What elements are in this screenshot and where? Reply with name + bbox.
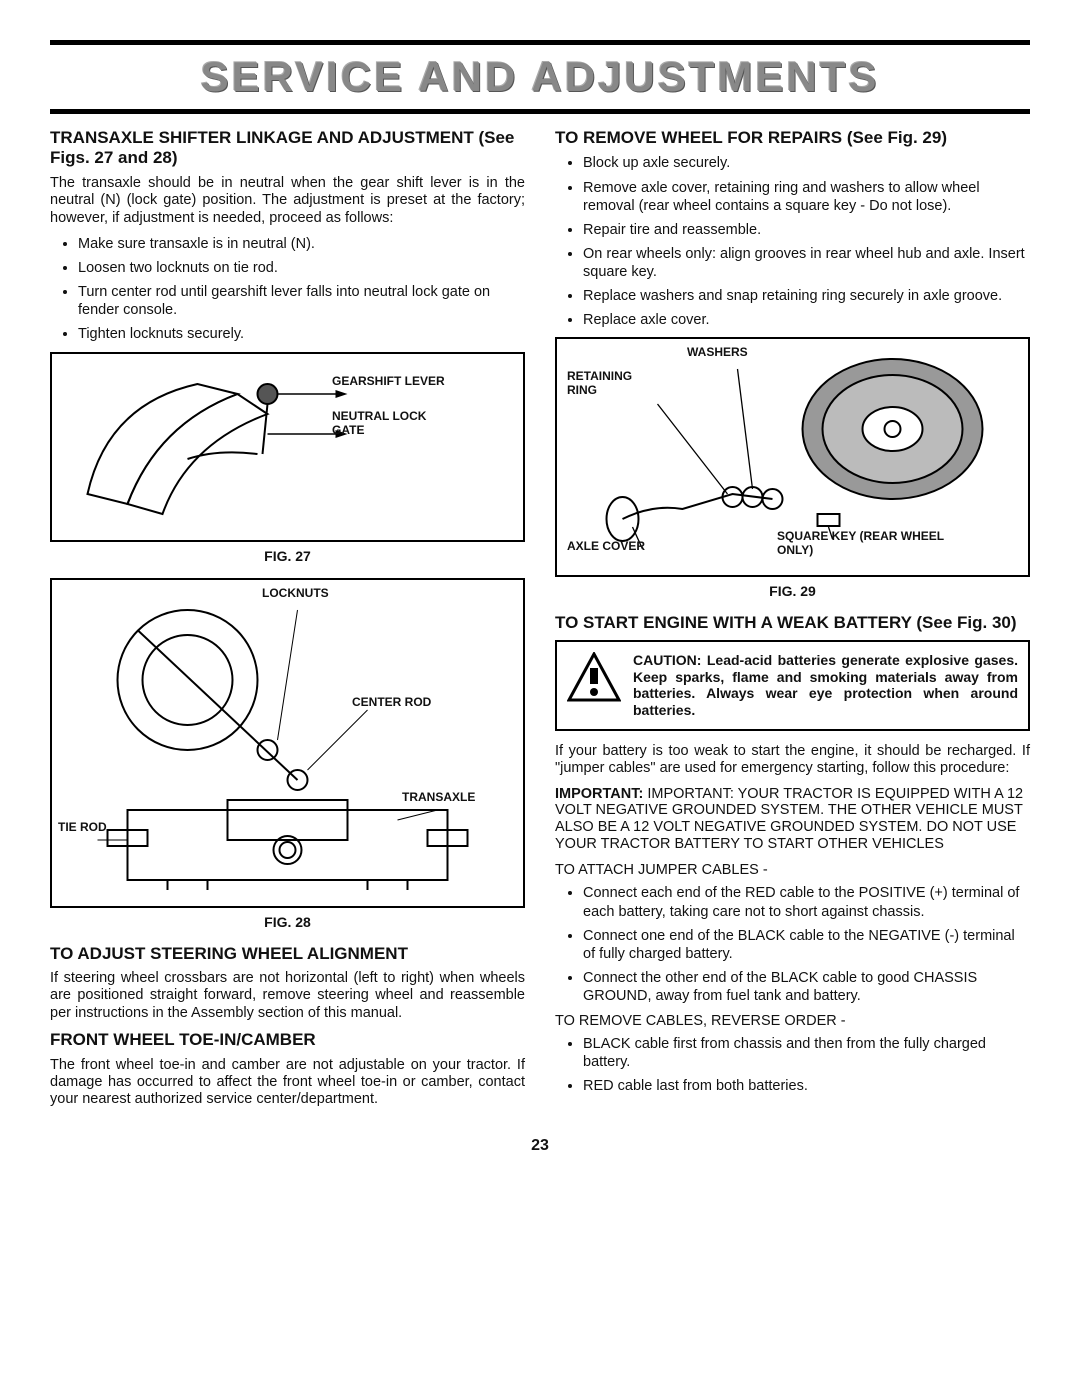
caution-box: CAUTION: Lead-acid batteries generate ex… bbox=[555, 640, 1030, 731]
list-item: Replace axle cover. bbox=[583, 311, 1030, 329]
attach-steps: Connect each end of the RED cable to the… bbox=[583, 884, 1030, 1005]
list-item: Connect one end of the BLACK cable to th… bbox=[583, 927, 1030, 963]
list-item: RED cable last from both batteries. bbox=[583, 1077, 1030, 1095]
label-gearshift: GEARSHIFT LEVER bbox=[332, 374, 445, 388]
label-transaxle: TRANSAXLE bbox=[402, 790, 475, 804]
heading-remove-wheel: TO REMOVE WHEEL FOR REPAIRS (See Fig. 29… bbox=[555, 128, 1030, 148]
page-title: SERVICE AND ADJUSTMENTS bbox=[50, 40, 1030, 114]
heading-steering: TO ADJUST STEERING WHEEL ALIGNMENT bbox=[50, 944, 525, 964]
label-washers: WASHERS bbox=[687, 345, 748, 359]
label-retaining: RETAINING RING bbox=[567, 369, 647, 397]
label-locknuts: LOCKNUTS bbox=[262, 586, 329, 600]
list-item: Connect the other end of the BLACK cable… bbox=[583, 969, 1030, 1005]
subhead-attach: TO ATTACH JUMPER CABLES - bbox=[555, 862, 1030, 878]
list-item: On rear wheels only: align grooves in re… bbox=[583, 245, 1030, 281]
right-column: TO REMOVE WHEEL FOR REPAIRS (See Fig. 29… bbox=[555, 128, 1030, 1117]
label-neutral: NEUTRAL LOCK GATE bbox=[332, 409, 432, 437]
transaxle-steps: Make sure transaxle is in neutral (N). L… bbox=[78, 235, 525, 344]
intro-transaxle: The transaxle should be in neutral when … bbox=[50, 175, 525, 227]
list-item: Loosen two locknuts on tie rod. bbox=[78, 259, 525, 277]
page-number: 23 bbox=[50, 1137, 1030, 1155]
para-steering: If steering wheel crossbars are not hori… bbox=[50, 970, 525, 1022]
wheel-steps: Block up axle securely. Remove axle cove… bbox=[583, 154, 1030, 329]
fig29-caption: FIG. 29 bbox=[555, 583, 1030, 599]
subhead-remove: TO REMOVE CABLES, REVERSE ORDER - bbox=[555, 1013, 1030, 1029]
list-item: Make sure transaxle is in neutral (N). bbox=[78, 235, 525, 253]
fig27-illustration bbox=[62, 364, 513, 534]
list-item: Repair tire and reassemble. bbox=[583, 221, 1030, 239]
remove-steps: BLACK cable first from chassis and then … bbox=[583, 1035, 1030, 1095]
heading-transaxle: TRANSAXLE SHIFTER LINKAGE AND ADJUSTMENT… bbox=[50, 128, 525, 169]
figure-29: WASHERS RETAINING RING AXLE COVER SQUARE… bbox=[555, 337, 1030, 577]
label-axle-cover: AXLE COVER bbox=[567, 539, 645, 553]
list-item: Turn center rod until gearshift lever fa… bbox=[78, 283, 525, 319]
content-columns: TRANSAXLE SHIFTER LINKAGE AND ADJUSTMENT… bbox=[50, 128, 1030, 1117]
figure-27: GEARSHIFT LEVER NEUTRAL LOCK GATE bbox=[50, 352, 525, 542]
list-item: Connect each end of the RED cable to the… bbox=[583, 884, 1030, 920]
label-tie-rod: TIE ROD bbox=[58, 820, 107, 834]
para-battery: If your battery is too weak to start the… bbox=[555, 743, 1030, 778]
left-column: TRANSAXLE SHIFTER LINKAGE AND ADJUSTMENT… bbox=[50, 128, 525, 1117]
heading-weak-battery: TO START ENGINE WITH A WEAK BATTERY (See… bbox=[555, 613, 1030, 633]
label-square-key: SQUARE KEY (REAR WHEEL ONLY) bbox=[777, 529, 957, 557]
label-center-rod: CENTER ROD bbox=[352, 695, 431, 709]
figure-28: LOCKNUTS CENTER ROD TIE ROD TRANSAXLE bbox=[50, 578, 525, 908]
fig28-illustration bbox=[62, 590, 513, 900]
list-item: Replace washers and snap retaining ring … bbox=[583, 287, 1030, 305]
fig28-caption: FIG. 28 bbox=[50, 914, 525, 930]
caution-text: CAUTION: Lead-acid batteries generate ex… bbox=[633, 652, 1018, 719]
list-item: BLACK cable first from chassis and then … bbox=[583, 1035, 1030, 1071]
para-toein: The front wheel toe-in and camber are no… bbox=[50, 1057, 525, 1109]
list-item: Remove axle cover, retaining ring and wa… bbox=[583, 179, 1030, 215]
list-item: Tighten locknuts securely. bbox=[78, 325, 525, 343]
important-note: IMPORTANT: IMPORTANT: YOUR TRACTOR IS EQ… bbox=[555, 786, 1030, 853]
warning-icon bbox=[567, 652, 621, 706]
heading-toein: FRONT WHEEL TOE-IN/CAMBER bbox=[50, 1030, 525, 1050]
fig27-caption: FIG. 27 bbox=[50, 548, 525, 564]
list-item: Block up axle securely. bbox=[583, 154, 1030, 172]
